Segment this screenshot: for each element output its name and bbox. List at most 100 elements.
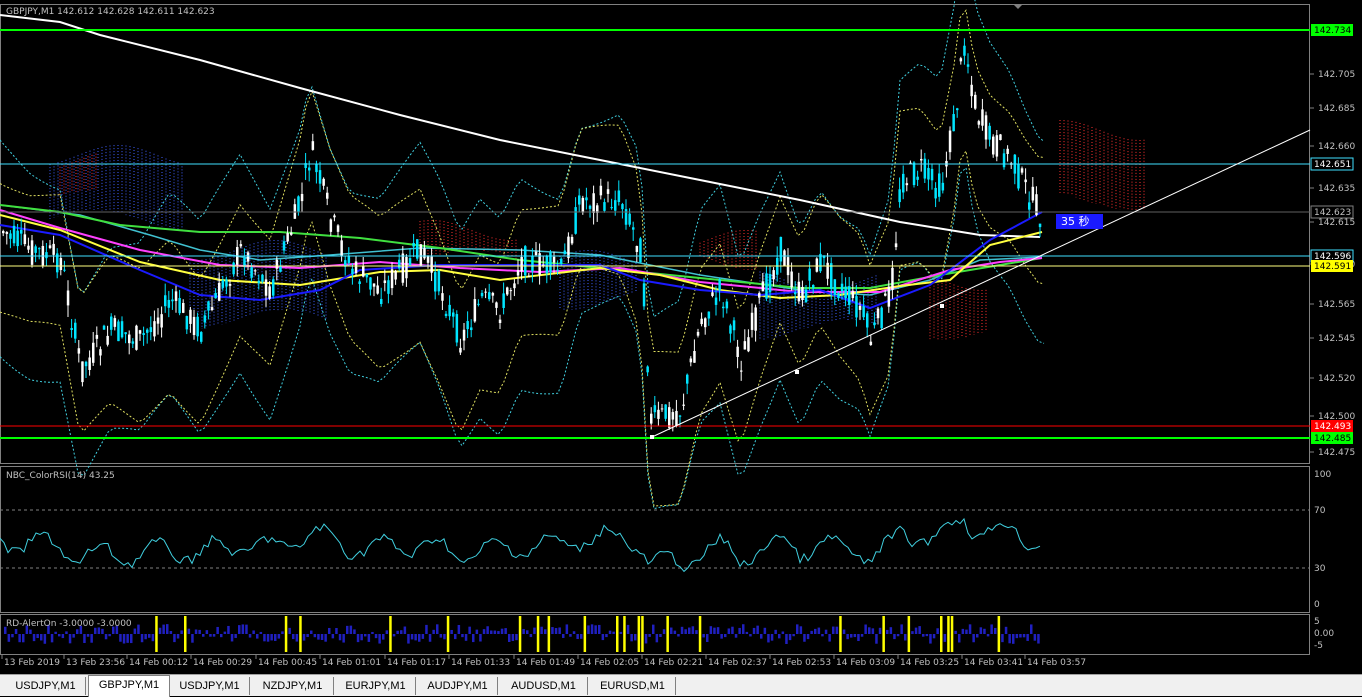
alert-bar [50,634,54,643]
candle-body [866,313,869,328]
candle-body [740,370,743,372]
candle-body [2,231,5,234]
tab-usdjpy-m1[interactable]: USDJPY,M1 [170,677,250,695]
alert-bar [464,634,468,641]
alert-bar-signal [299,616,302,652]
alert-bar [328,627,331,634]
candle-body [981,109,984,126]
tab-eurjpy-m1[interactable]: EURJPY,M1 [336,677,416,695]
alert-bar [418,634,421,642]
candle-body [790,271,793,288]
alert-bar [486,626,489,634]
tab-audusd-m1[interactable]: AUDUSD,M1 [500,677,588,695]
alert-bar [1001,634,1004,643]
alert-bar [238,625,241,634]
candle-body [729,325,732,334]
tab-gbpjpy-m1[interactable]: GBPJPY,M1 [88,675,170,697]
candle-body [682,404,685,406]
alert-bar [288,627,291,634]
alert-bar [4,626,7,634]
candle-body [56,253,59,273]
candle-body [844,286,847,299]
tab-nzdjpy-m1[interactable]: NZDJPY,M1 [252,677,334,695]
alert-bar [263,634,266,642]
candle-body [423,248,426,259]
alert-bar [140,634,144,643]
alert-bar [101,628,104,634]
alert-bar [176,634,180,639]
candle-body [1017,164,1020,189]
alert-bar [281,631,284,634]
alert-bar [421,634,425,639]
alert-pane[interactable] [0,614,1310,655]
trend-anchor[interactable] [650,435,654,439]
candle-body [851,290,855,299]
candle-body [66,290,70,306]
price-tick-label: 142.705 [1318,70,1355,80]
main-pane[interactable] [0,4,1310,464]
alert-bar-signal [547,616,551,652]
candle-body [455,314,459,343]
candle-body [365,273,369,278]
timer-box [1056,214,1103,229]
alert-bar [234,634,237,638]
alert-bar [569,634,572,637]
alert-bar [824,629,828,634]
candle-body [12,225,16,244]
alert-bar [634,634,637,641]
candle-body [689,358,693,363]
candle-body [585,197,588,201]
price-tick-label: 142.520 [1318,374,1355,384]
ma-green [0,204,1043,289]
candle-body [588,205,592,209]
alert-bar [713,627,716,634]
alert-bar [612,631,615,634]
alert-bar [403,626,407,634]
alert-bar [58,634,61,637]
candle-body [52,243,55,255]
candle-body [182,303,185,313]
candle-body [1038,223,1042,228]
candle-body [639,238,642,263]
alert-bar [684,629,687,634]
alert-bar [734,634,738,638]
alert-bar [594,625,597,634]
time-tick-label: 14 Feb 01:49 [516,658,575,668]
alert-bar [119,634,122,642]
alert-bar [14,629,18,634]
candle-body [898,189,901,203]
tab-audjpy-m1[interactable]: AUDJPY,M1 [418,677,498,695]
candle-body [534,251,538,256]
candle-body [768,274,772,293]
alert-bar [68,634,72,644]
alert-bar [785,634,788,644]
alert-bar [904,634,907,641]
candle-body [470,327,473,331]
candle-body [560,258,563,264]
candle-body [927,167,930,180]
candle-body [401,253,405,283]
tab-usdjpy-m1[interactable]: USDJPY,M1 [6,677,86,695]
chart-canvas[interactable]: GBPJPY,M1 142.612 142.628 142.611 142.62… [0,0,1362,674]
shift-marker-icon[interactable] [1013,4,1023,9]
alert-bar [130,634,133,644]
alert-bar [374,634,378,639]
alert-bar [112,626,115,634]
alert-bar [965,629,968,634]
alert-bar [7,634,11,642]
candle-body [477,303,480,305]
level-tag-red [1311,420,1353,432]
alert-bar [720,634,723,639]
candle-body [707,311,711,319]
candle-body [81,361,84,383]
alert-bar [630,634,633,642]
tab-eurusd-m1[interactable]: EURUSD,M1 [590,677,676,695]
alert-bar [158,627,162,634]
trend-anchor[interactable] [795,370,799,374]
candle-body [506,287,509,295]
candle-body [45,252,48,259]
candle-body [207,301,210,311]
candle-body [804,289,808,303]
trend-anchor[interactable] [940,304,944,308]
trend-line[interactable] [651,129,1311,438]
